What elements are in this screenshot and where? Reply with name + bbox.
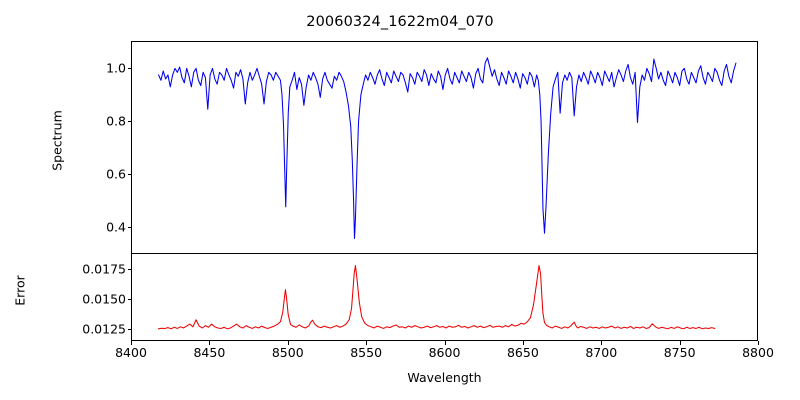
spectrum-y-tick-mark (127, 173, 131, 175)
spectrum-data-line (158, 57, 737, 240)
x-tick-label: 8450 (193, 345, 226, 360)
x-tick-mark (758, 341, 760, 345)
x-tick-mark (209, 341, 211, 345)
x-tick-label: 8750 (663, 345, 696, 360)
error-y-axis-label: Error (12, 275, 28, 306)
spectrum-y-tick-label: 1.0 (106, 60, 126, 75)
x-tick-mark (131, 341, 133, 345)
error-series-plot (158, 265, 716, 330)
spectrum-y-tick-mark (127, 226, 131, 228)
error-y-tick-mark (127, 268, 131, 270)
x-tick-label: 8550 (350, 345, 383, 360)
spectrum-y-tick-mark (127, 120, 131, 122)
spectrum-y-tick-mark (127, 67, 131, 69)
spectrum-series-plot (158, 57, 737, 240)
error-y-tick-label: 0.0150 (82, 291, 126, 307)
x-tick-mark (444, 341, 446, 345)
x-tick-mark (522, 341, 524, 345)
error-y-tick-label: 0.0125 (82, 321, 126, 337)
spectrum-y-tick-label: 0.8 (106, 113, 126, 128)
error-y-tick-mark (127, 298, 131, 300)
x-tick-label: 8500 (271, 345, 304, 360)
error-y-tick-label: 0.0175 (82, 261, 126, 277)
error-data-line (158, 265, 716, 330)
spectrum-y-tick-label: 0.4 (106, 219, 126, 234)
spectrum-y-tick-label: 0.6 (106, 166, 126, 181)
x-tick-label: 8800 (742, 345, 774, 360)
x-tick-mark (287, 341, 289, 345)
x-tick-mark (366, 341, 368, 345)
spectrum-plot-panel (131, 41, 758, 253)
x-tick-label: 8700 (585, 345, 618, 360)
error-y-tick-mark (127, 328, 131, 331)
x-tick-mark (601, 341, 603, 345)
x-tick-label: 8600 (428, 345, 461, 360)
error-plot-panel (131, 253, 758, 341)
x-tick-label: 8400 (115, 345, 147, 360)
x-tick-label: 8650 (506, 345, 539, 360)
x-axis-label: Wavelength (407, 370, 482, 385)
x-tick-mark (679, 341, 681, 345)
page-title: 20060324_1622m04_070 (306, 14, 494, 30)
